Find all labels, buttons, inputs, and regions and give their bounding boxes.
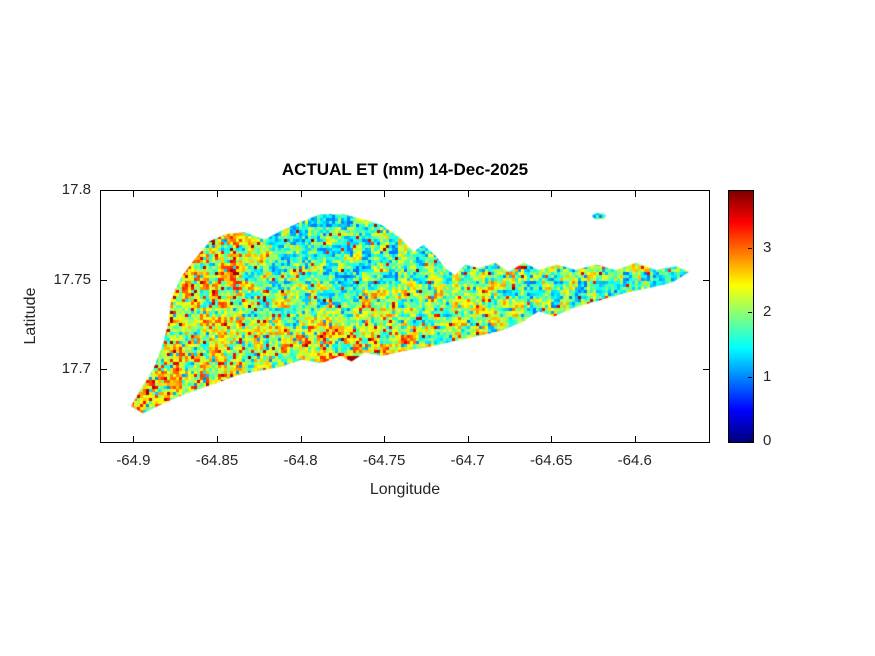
x-tick-label: -64.65 xyxy=(529,452,573,469)
y-tick-mark-right xyxy=(703,369,709,371)
x-tick-mark-top xyxy=(551,191,553,197)
x-tick-mark-top xyxy=(133,191,135,197)
x-tick-mark-top xyxy=(300,191,302,197)
y-tick-mark xyxy=(101,190,107,191)
colorbar-tick-label: 2 xyxy=(763,303,772,321)
x-tick-label: -64.8 xyxy=(283,452,318,469)
x-tick-label: -64.7 xyxy=(450,452,485,469)
colorbar-tick-mark xyxy=(748,376,752,378)
colorbar-tick-mark xyxy=(748,440,752,441)
x-tick-label: -64.6 xyxy=(617,452,652,469)
colorbar xyxy=(728,190,754,443)
x-tick-mark-top xyxy=(384,191,386,197)
plot-area xyxy=(100,190,710,443)
x-tick-mark xyxy=(300,436,302,442)
chart-title: ACTUAL ET (mm) 14-Dec-2025 xyxy=(281,160,529,179)
y-tick-label: 17.7 xyxy=(61,360,91,378)
et-heatmap-canvas xyxy=(101,191,709,442)
x-tick-label: -64.85 xyxy=(195,452,239,469)
x-tick-mark xyxy=(384,436,386,442)
x-tick-mark xyxy=(551,436,553,442)
y-tick-mark-right xyxy=(703,190,709,191)
colorbar-tick-label: 1 xyxy=(763,367,772,385)
y-tick-label: 17.8 xyxy=(61,181,91,198)
x-tick-mark-top xyxy=(216,191,218,197)
y-tick-mark xyxy=(101,279,107,281)
x-tick-mark xyxy=(133,436,135,442)
colorbar-tick-mark xyxy=(748,247,752,249)
y-tick-mark-right xyxy=(703,279,709,281)
x-tick-mark xyxy=(216,436,218,442)
y-tick-mark xyxy=(101,369,107,371)
x-tick-mark-top xyxy=(634,191,636,197)
x-tick-mark xyxy=(634,436,636,442)
x-tick-label: -64.9 xyxy=(116,452,151,469)
x-tick-label: -64.75 xyxy=(362,452,406,469)
x-tick-mark-top xyxy=(467,191,469,197)
colorbar-tick-mark xyxy=(748,312,752,314)
x-tick-mark xyxy=(467,436,469,442)
y-tick-label: 17.75 xyxy=(53,270,91,288)
colorbar-tick-label: 0 xyxy=(763,432,772,449)
colorbar-gradient-canvas xyxy=(729,191,753,442)
colorbar-tick-label: 3 xyxy=(763,238,772,256)
x-axis-label: Longitude xyxy=(369,481,441,498)
